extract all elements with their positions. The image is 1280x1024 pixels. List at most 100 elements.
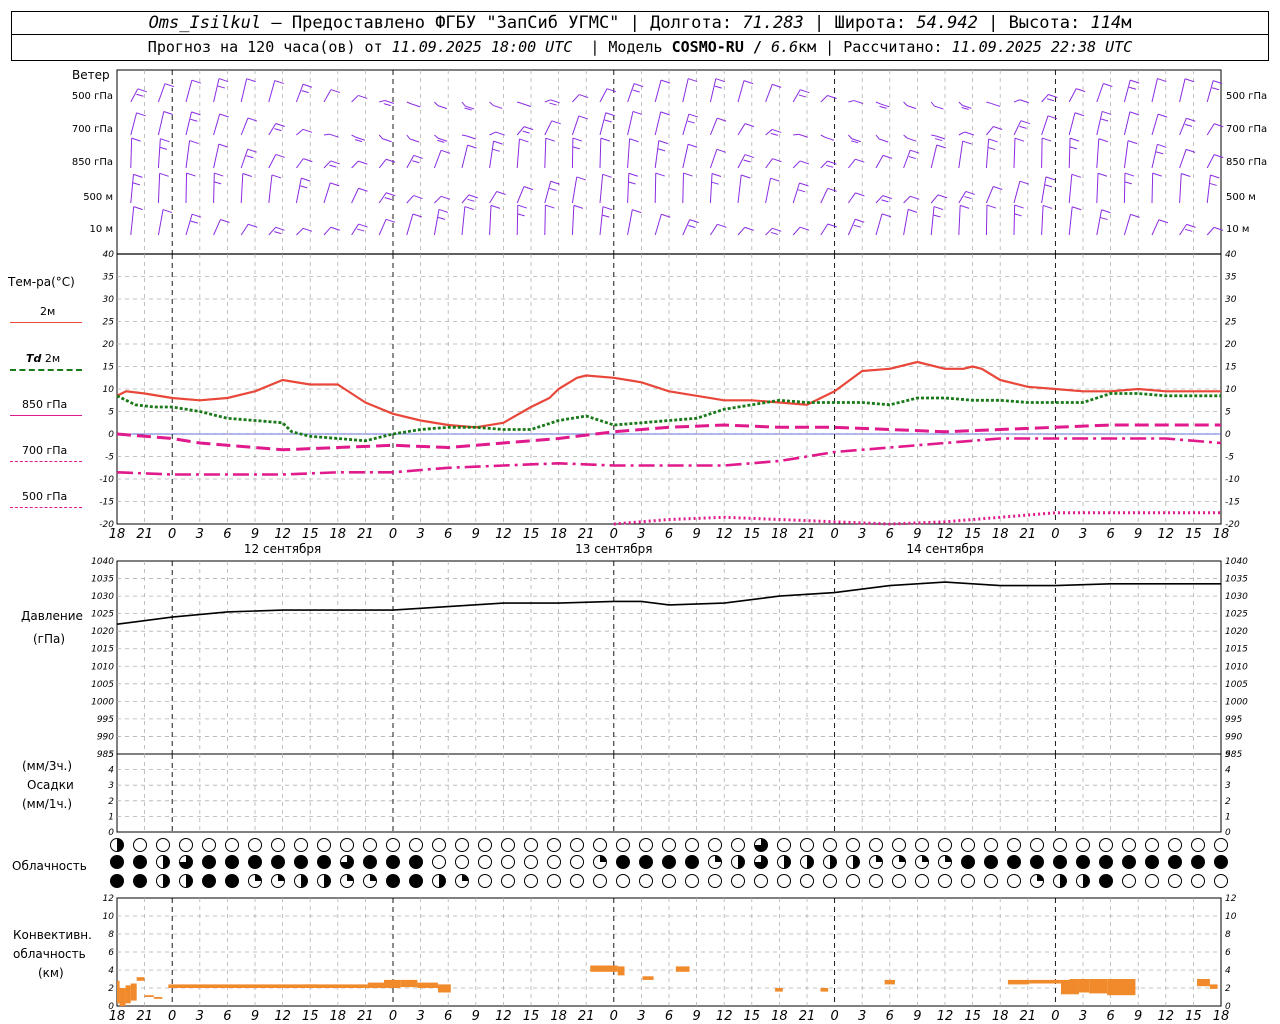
wind-barb-flag [1127, 140, 1138, 145]
wind-barb [654, 140, 668, 169]
wind-barb-flag [521, 103, 531, 107]
wind-barb-flag [384, 197, 392, 201]
wind-barb-flag [1102, 110, 1112, 115]
wind-barb [875, 134, 889, 143]
wind-barb [406, 195, 423, 204]
wind-barb-flag [632, 110, 643, 115]
td-level: 2м [44, 352, 61, 365]
cloud-middle-circle [961, 855, 975, 869]
wind-barb-flag [136, 93, 144, 97]
wind-barb [765, 83, 782, 103]
wind-barb-flag [881, 213, 892, 218]
t700-line [116, 437, 1222, 476]
cloud-lower-symbol [708, 874, 722, 888]
wind-barb-flag [1185, 228, 1193, 232]
wind-barb [848, 100, 864, 105]
conv-bar [305, 984, 368, 988]
wind-barb-flag [744, 226, 754, 231]
wind-barb-staff [213, 113, 221, 136]
wind-barb-flag [386, 192, 396, 197]
wind-barb-staff [268, 80, 276, 103]
wind-barb-flag [164, 83, 175, 88]
cloud-lower-symbol [1030, 874, 1044, 888]
cloud-lower-symbol [524, 874, 538, 888]
wind-barb-flag [302, 128, 313, 133]
td-swatch [10, 369, 82, 371]
wind-barb [792, 226, 810, 236]
wind-barb-staff [1041, 115, 1049, 136]
cloud-upper-symbol [869, 838, 883, 852]
conv-xtick-label: 0 [1051, 1009, 1059, 1024]
wind-level-label-left: 850 гПа [72, 157, 113, 168]
cloud-middle-symbol [1122, 855, 1136, 869]
wind-barb-flag [798, 94, 806, 98]
temp-xtick-label: 9 [1134, 527, 1142, 542]
sep: | [629, 13, 640, 33]
wind-barb [1068, 112, 1085, 136]
cloud-lower-symbol [984, 874, 998, 888]
temp-ytick-left: 5 [108, 408, 114, 418]
wind-barb-staff [792, 182, 800, 204]
cloud-lower-circle [1168, 874, 1182, 888]
wind-barb-flag [493, 140, 503, 145]
wind-barb-staff [1041, 94, 1049, 103]
wind-barb-staff [130, 174, 134, 204]
conv-xtick-label: 0 [389, 1009, 397, 1024]
conv-bar [1107, 979, 1136, 996]
wind-barb-flag [800, 89, 810, 94]
wind-barb [516, 138, 529, 169]
cloud-upper-symbol [110, 838, 124, 852]
temp-xtick-label: 21 [136, 527, 153, 542]
wind-barb-flag [495, 131, 505, 136]
cloud-lower-circle [386, 874, 400, 888]
sep: | [813, 13, 825, 33]
wind-barb-flag [632, 209, 642, 214]
wind-barb [406, 213, 423, 236]
wind-barb-staff [958, 131, 966, 136]
wind-barb-staff [323, 160, 332, 169]
cloud-upper-symbol [754, 838, 768, 852]
wind-barb [489, 140, 503, 169]
wind-barb-flag [438, 208, 449, 213]
wind-barb-staff [1206, 227, 1215, 236]
cloud-middle-symbol [156, 855, 170, 869]
wind-barb [1179, 173, 1191, 204]
cloud-middle-symbol [800, 855, 814, 869]
wind-barb-staff [875, 213, 883, 236]
wind-barb [544, 120, 561, 136]
temp-xtick-label: 0 [168, 527, 176, 542]
conv-bar [168, 984, 317, 988]
wind-barb-flag [772, 83, 782, 88]
cloud-lower-symbol [225, 874, 239, 888]
cloud-upper-symbol [1030, 838, 1044, 852]
cloud-middle-symbol [317, 855, 331, 869]
wind-barb-staff [544, 181, 552, 204]
cloud-lower-circle [984, 874, 998, 888]
temp-xtick-label: 18 [771, 527, 788, 542]
cloud-upper-symbol [662, 838, 676, 852]
wind-barb-staff [682, 144, 689, 169]
wind-barb-staff [517, 101, 522, 104]
wind-barb-flag [579, 94, 589, 99]
wind-barb-staff [682, 173, 684, 204]
wind-barb-flag [1048, 93, 1058, 98]
pressure-ytick-left: 985 [97, 750, 114, 760]
wind-barb-staff [1123, 214, 1132, 236]
wind-barb [737, 226, 754, 236]
wind-barb [516, 204, 527, 236]
wind-barb [682, 113, 699, 136]
wind-barb [157, 83, 175, 103]
cloud-lower-symbol [133, 874, 147, 888]
wind-barb-staff [1013, 99, 1021, 103]
wind-barb-flag [573, 204, 584, 209]
conv-xtick-label: 0 [610, 1009, 618, 1024]
model-name: COSMO-RU / [671, 38, 762, 56]
wind-barb-staff [434, 101, 439, 106]
wind-barb [682, 78, 698, 103]
wind-barb-staff [820, 95, 828, 103]
wind-barb-staff [627, 111, 634, 136]
t500-line [613, 511, 1221, 526]
wind-barb-staff [1068, 174, 1073, 204]
wind-barb [985, 204, 997, 236]
